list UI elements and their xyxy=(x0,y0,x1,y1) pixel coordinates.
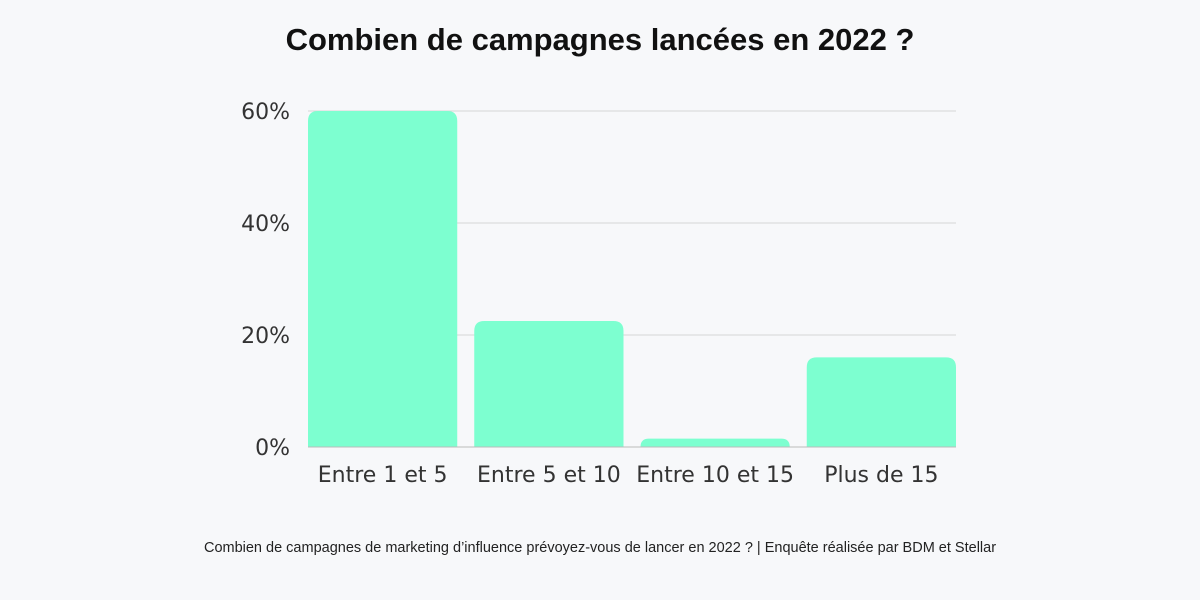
y-tick-label: 20% xyxy=(241,324,290,349)
x-category-label: Entre 1 et 5 xyxy=(318,463,448,488)
x-category-label: Entre 5 et 10 xyxy=(477,463,621,488)
y-tick-label: 0% xyxy=(255,436,290,461)
x-category-labels: Entre 1 et 5 Entre 5 et 10 Entre 10 et 15 P… xyxy=(318,463,939,488)
x-category-label: Entre 10 et 15 xyxy=(636,463,794,488)
bar xyxy=(474,321,624,447)
x-category-label: Plus de 15 xyxy=(824,463,938,488)
y-tick-label: 40% xyxy=(241,212,290,237)
bar xyxy=(806,357,956,447)
y-tick-labels: 0% 20% 40% 60% xyxy=(241,100,290,461)
y-tick-label: 60% xyxy=(241,100,290,125)
bar xyxy=(640,438,790,447)
bar xyxy=(308,111,458,447)
chart-title: Combien de campagnes lancées en 2022 ? xyxy=(285,22,915,57)
bars xyxy=(308,111,956,447)
chart-caption: Combien de campagnes de marketing d’infl… xyxy=(203,540,997,556)
